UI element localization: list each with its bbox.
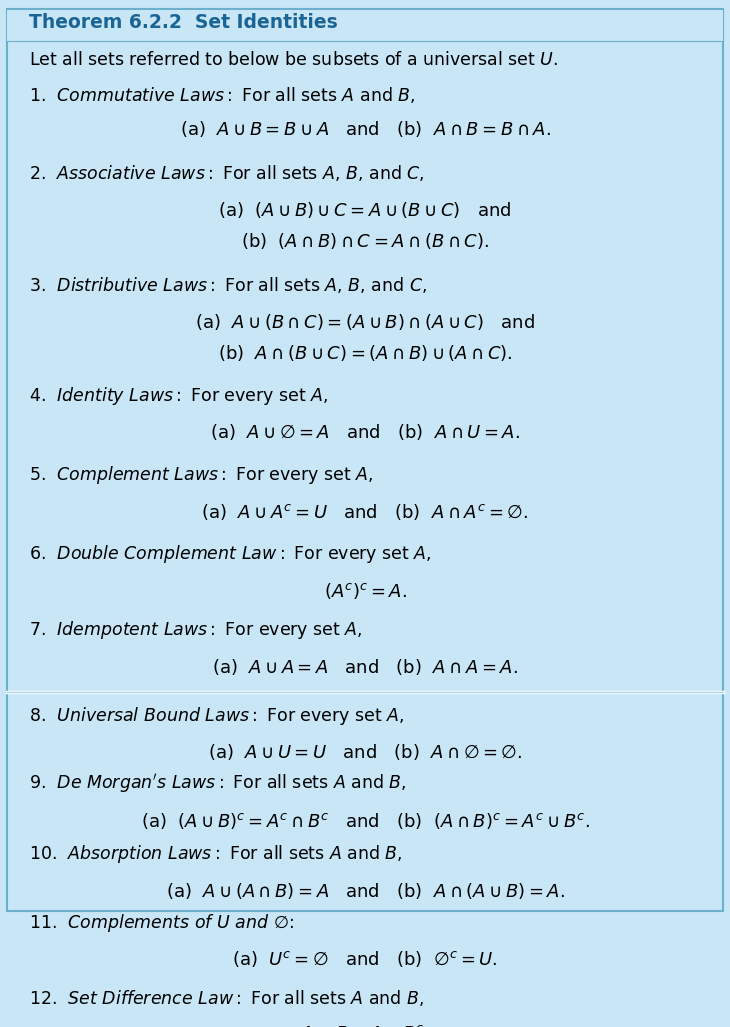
Text: (a)  $A \cup (A \cap B) = A$   and   (b)  $A \cap (A \cup B) = A$.: (a) $A \cup (A \cap B) = A$ and (b) $A \… (166, 880, 564, 901)
Text: $(A^c)^c = A$.: $(A^c)^c = A$. (323, 580, 407, 601)
Text: (a)  $A \cup \emptyset = A$   and   (b)  $A \cap U = A$.: (a) $A \cup \emptyset = A$ and (b) $A \c… (210, 422, 520, 443)
Text: (a)  $A \cup (B \cap C) = (A \cup B) \cap (A \cup C)$   and: (a) $A \cup (B \cap C) = (A \cup B) \cap… (195, 312, 535, 332)
Text: 7.  $\it{Idempotent\ Laws:}$ For every set $A$,: 7. $\it{Idempotent\ Laws:}$ For every se… (29, 619, 363, 641)
Text: (a)  $A \cup U = U$   and   (b)  $A \cap \emptyset = \emptyset$.: (a) $A \cup U = U$ and (b) $A \cap \empt… (208, 741, 522, 762)
FancyBboxPatch shape (7, 10, 723, 41)
Text: 8.  $\it{Universal\ Bound\ Laws:}$ For every set $A$,: 8. $\it{Universal\ Bound\ Laws:}$ For ev… (29, 705, 404, 727)
Text: (a)  $A \cup A^c = U$   and   (b)  $A \cap A^c = \emptyset$.: (a) $A \cup A^c = U$ and (b) $A \cap A^c… (201, 502, 529, 523)
Text: Theorem 6.2.2  Set Identities: Theorem 6.2.2 Set Identities (29, 13, 338, 33)
Text: (b)  $A \cap (B \cup C) = (A \cap B) \cup (A \cap C)$.: (b) $A \cap (B \cup C) = (A \cap B) \cup… (218, 343, 512, 364)
Text: 11.  $\it{Complements\ of\ U\ and}\ \emptyset$:: 11. $\it{Complements\ of\ U\ and}\ \empt… (29, 912, 294, 934)
Text: 5.  $\it{Complement\ Laws:}$ For every set $A$,: 5. $\it{Complement\ Laws:}$ For every se… (29, 463, 374, 486)
Text: (a)  $(A \cup B)^c = A^c \cap B^c$   and   (b)  $(A \cap B)^c = A^c \cup B^c$.: (a) $(A \cup B)^c = A^c \cap B^c$ and (b… (141, 810, 589, 831)
Text: $A - B = A \cap B^c$.: $A - B = A \cap B^c$. (301, 1025, 429, 1027)
Text: (a)  $A \cup A = A$   and   (b)  $A \cap A = A$.: (a) $A \cup A = A$ and (b) $A \cap A = A… (212, 657, 518, 677)
Text: 10.  $\it{Absorption\ Laws:}$ For all sets $A$ and $B$,: 10. $\it{Absorption\ Laws:}$ For all set… (29, 843, 403, 865)
FancyBboxPatch shape (7, 9, 723, 911)
Text: 4.  $\it{Identity\ Laws:}$ For every set $A$,: 4. $\it{Identity\ Laws:}$ For every set … (29, 384, 328, 407)
Text: 6.  $\it{Double\ Complement\ Law:}$ For every set $A$,: 6. $\it{Double\ Complement\ Law:}$ For e… (29, 543, 431, 565)
Text: (a)  $(A \cup B) \cup C = A \cup (B \cup C)$   and: (a) $(A \cup B) \cup C = A \cup (B \cup … (218, 199, 512, 220)
Text: (a)  $A \cup B = B \cup A$   and   (b)  $A \cap B = B \cap A$.: (a) $A \cup B = B \cup A$ and (b) $A \ca… (180, 119, 550, 139)
Text: 1.  $\it{Commutative\ Laws:}$ For all sets $A$ and $B$,: 1. $\it{Commutative\ Laws:}$ For all set… (29, 85, 415, 105)
Text: (a)  $U^c = \emptyset$   and   (b)  $\emptyset^c = U$.: (a) $U^c = \emptyset$ and (b) $\emptyset… (232, 949, 498, 968)
Text: Let all sets referred to below be subsets of a universal set $U$.: Let all sets referred to below be subset… (29, 50, 558, 69)
Text: 12.  $\it{Set\ Difference\ Law:}$ For all sets $A$ and $B$,: 12. $\it{Set\ Difference\ Law:}$ For all… (29, 988, 424, 1009)
Text: (b)  $(A \cap B) \cap C = A \cap (B \cap C)$.: (b) $(A \cap B) \cap C = A \cap (B \cap … (241, 231, 489, 251)
Text: 2.  $\it{Associative\ Laws:}$ For all sets $A$, $B$, and $C$,: 2. $\it{Associative\ Laws:}$ For all set… (29, 163, 425, 183)
Text: 3.  $\it{Distributive\ Laws:}$ For all sets $A$, $B$, and $C$,: 3. $\it{Distributive\ Laws:}$ For all se… (29, 275, 427, 295)
Text: 9.  $\it{De\ Morgan's\ Laws:}$ For all sets $A$ and $B$,: 9. $\it{De\ Morgan's\ Laws:}$ For all se… (29, 772, 407, 795)
